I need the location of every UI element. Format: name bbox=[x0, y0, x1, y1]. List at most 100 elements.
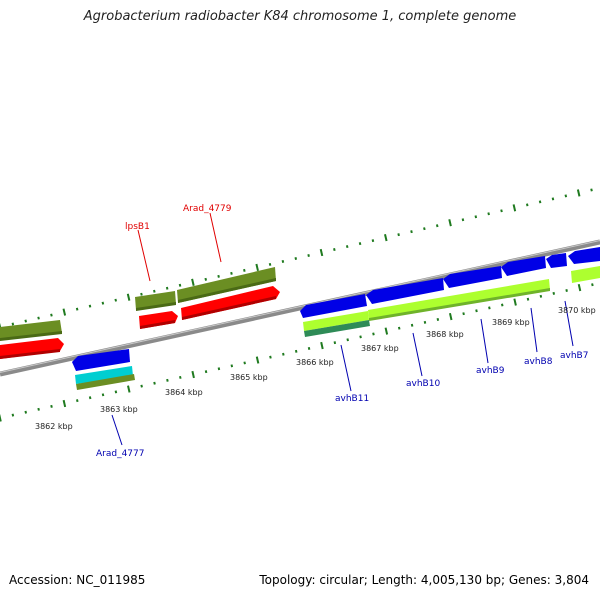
reverse-scale-minor-tick bbox=[346, 338, 349, 342]
forward-scale-minor-tick bbox=[140, 292, 143, 296]
reverse-scale-minor-tick bbox=[101, 393, 105, 397]
accession-text: Accession: NC_011985 bbox=[9, 573, 146, 587]
reverse-scale-minor-tick bbox=[269, 355, 272, 359]
gene-labels: lpsB1 Arad_4779 Arad_4777 avhB11 avhB10 … bbox=[96, 204, 588, 459]
gene-arad-4779[interactable] bbox=[181, 286, 280, 320]
forward-scale-minor-tick bbox=[178, 283, 182, 287]
reverse-scale-minor-tick bbox=[153, 381, 156, 385]
forward-scale-minor-tick bbox=[204, 277, 208, 281]
genome-backbone bbox=[0, 239, 600, 377]
gene-avhB7-small[interactable] bbox=[546, 253, 567, 268]
reverse-genes bbox=[72, 247, 600, 390]
reverse-scale-minor-tick bbox=[294, 349, 298, 353]
gene-arad-4777[interactable] bbox=[72, 349, 130, 371]
scale-label-3868: 3868 kbp bbox=[426, 330, 464, 339]
gene-red-feature[interactable] bbox=[0, 338, 64, 359]
forward-scale-minor-tick bbox=[294, 256, 298, 260]
reverse-scale-minor-tick bbox=[500, 303, 504, 307]
forward-scale-minor-tick bbox=[410, 230, 413, 234]
gene-arad-4779-olive-shade bbox=[178, 278, 276, 303]
reverse-scale-minor-tick bbox=[230, 364, 234, 368]
forward-scale-minor-tick bbox=[243, 268, 246, 272]
gene-olive-feature-shade bbox=[0, 331, 62, 341]
reverse-scale-minor-tick bbox=[166, 378, 169, 382]
reverse-scale-minor-tick bbox=[372, 332, 375, 336]
gene-lime-right[interactable] bbox=[571, 266, 600, 283]
gene-label-arad-4779[interactable]: Arad_4779 bbox=[183, 204, 232, 214]
gene-arad-4779-olive[interactable] bbox=[177, 267, 276, 303]
forward-scale-minor-tick bbox=[538, 200, 542, 204]
scale-label-3865: 3865 kbp bbox=[230, 373, 268, 382]
forward-scale-minor-tick bbox=[75, 307, 79, 311]
forward-scale-major-tick bbox=[384, 233, 388, 242]
reverse-scale-major-tick bbox=[191, 370, 195, 379]
reverse-scale-minor-tick bbox=[475, 309, 478, 313]
forward-scale-minor-tick bbox=[268, 262, 272, 266]
reverse-scale-minor-tick bbox=[333, 341, 337, 345]
gene-label-avhB8[interactable]: avhB8 bbox=[524, 357, 553, 367]
reverse-scale-major-tick bbox=[127, 385, 131, 393]
forward-scale-major-tick bbox=[448, 219, 452, 227]
gene-lime-operon[interactable] bbox=[368, 279, 550, 320]
reverse-scale-minor-tick bbox=[436, 317, 440, 321]
forward-scale-major-tick bbox=[191, 278, 195, 286]
forward-scale-minor-tick bbox=[423, 227, 426, 231]
forward-scale-minor-tick bbox=[474, 215, 478, 219]
gene-arad-4777-olive[interactable] bbox=[76, 374, 135, 390]
leader-avhB10 bbox=[412, 332, 423, 377]
gene-olive-feature[interactable] bbox=[0, 320, 62, 340]
leader-arad-4779 bbox=[209, 212, 222, 263]
gene-avhB7[interactable] bbox=[568, 247, 600, 264]
reverse-scale-major-tick bbox=[0, 414, 2, 422]
reverse-scale-minor-tick bbox=[539, 294, 543, 298]
gene-avhB11[interactable] bbox=[300, 294, 367, 318]
gene-arad-4779-shade bbox=[182, 296, 276, 320]
forward-scale-minor-tick bbox=[435, 224, 439, 228]
reverse-scale-minor-tick bbox=[397, 326, 401, 330]
gene-label-avhB10[interactable]: avhB10 bbox=[406, 379, 440, 389]
reverse-scale-minor-tick bbox=[423, 320, 427, 324]
forward-scale-minor-tick bbox=[114, 298, 118, 302]
gene-arad-4777-cyan[interactable] bbox=[75, 366, 133, 384]
gene-avhB11-lime[interactable] bbox=[303, 311, 369, 331]
forward-scale-minor-tick bbox=[11, 322, 15, 326]
reverse-scale-minor-tick bbox=[217, 367, 221, 371]
gene-avhB11-darkgreen[interactable] bbox=[304, 320, 370, 337]
leader-avhB11 bbox=[340, 344, 352, 392]
scale-label-3870: 3870 kbp bbox=[558, 306, 596, 315]
genome-summary-text: Topology: circular; Length: 4,005,130 bp… bbox=[259, 573, 589, 587]
forward-scale-major-tick bbox=[126, 293, 131, 301]
scale-label-3864: 3864 kbp bbox=[165, 388, 203, 397]
reverse-scale-major-tick bbox=[384, 327, 389, 335]
gene-label-arad-4777[interactable]: Arad_4777 bbox=[96, 449, 145, 459]
forward-scale-major-tick bbox=[62, 308, 67, 316]
scale-label-3866: 3866 kbp bbox=[296, 358, 334, 367]
gene-lpsB1-shade bbox=[140, 320, 175, 329]
gene-label-avhB9[interactable]: avhB9 bbox=[476, 366, 505, 376]
forward-scale-minor-tick bbox=[101, 301, 105, 305]
reverse-scale-major-tick bbox=[448, 312, 453, 321]
forward-scale-minor-tick bbox=[345, 245, 349, 249]
reverse-scale-minor-tick bbox=[76, 399, 79, 403]
gene-avhB10[interactable] bbox=[366, 278, 444, 304]
reverse-scale-minor-tick bbox=[526, 297, 530, 301]
label-leaders bbox=[111, 212, 574, 446]
scale-label-3863: 3863 kbp bbox=[100, 405, 138, 414]
forward-scale-minor-tick bbox=[590, 188, 593, 192]
reverse-scale-minor-tick bbox=[243, 361, 246, 365]
gene-label-lpsB1[interactable]: lpsB1 bbox=[125, 222, 150, 232]
gene-avhB9[interactable] bbox=[443, 266, 502, 288]
forward-scale-minor-tick bbox=[217, 274, 220, 278]
leader-avhB7 bbox=[564, 300, 574, 347]
forward-scale-major-tick bbox=[576, 189, 581, 197]
gene-avhB8[interactable] bbox=[501, 256, 546, 276]
reverse-scale-minor-tick bbox=[50, 404, 53, 408]
forward-scale-minor-tick bbox=[165, 286, 169, 290]
leader-avhB9 bbox=[480, 318, 489, 364]
forward-scale-minor-tick bbox=[461, 218, 465, 222]
map-title: Agrobacterium radiobacter K84 chromosome… bbox=[83, 9, 517, 24]
forward-scale-minor-tick bbox=[230, 271, 233, 275]
gene-label-avhB7[interactable]: avhB7 bbox=[560, 351, 588, 361]
gene-label-avhB11[interactable]: avhB11 bbox=[335, 394, 369, 404]
forward-scale-minor-tick bbox=[281, 259, 285, 263]
